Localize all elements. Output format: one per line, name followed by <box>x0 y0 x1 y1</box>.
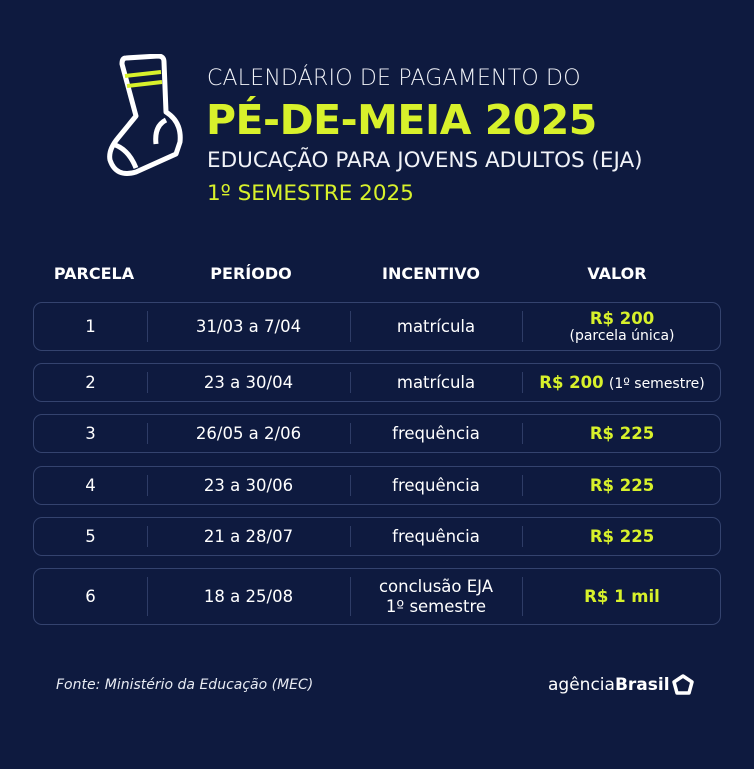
parcela: 2 <box>85 372 96 392</box>
divider <box>147 475 148 496</box>
incentivo: frequência <box>392 475 480 495</box>
table-row: 5 21 a 28/07 frequência R$ 225 <box>33 517 721 556</box>
header-valor: VALOR <box>587 264 647 283</box>
table-row: 4 23 a 30/06 frequência R$ 225 <box>33 466 721 505</box>
logo-text-bold: Brasil <box>614 675 670 695</box>
valor: R$ 225 <box>589 423 655 443</box>
periodo: 23 a 30/06 <box>203 475 294 495</box>
valor-note: (1º semestre) <box>608 375 705 392</box>
incentivo-line-2: 1º semestre <box>385 596 487 616</box>
incentivo: conclusão EJA <box>378 576 494 596</box>
header-parcela: PARCELA <box>53 264 135 283</box>
divider <box>522 372 523 393</box>
periodo: 31/03 a 7/04 <box>195 316 302 336</box>
divider <box>147 311 148 342</box>
parcela: 1 <box>85 316 96 336</box>
parcela: 4 <box>85 475 96 495</box>
periodo: 26/05 a 2/06 <box>195 423 302 443</box>
divider <box>350 577 351 616</box>
divider <box>147 526 148 547</box>
table-row: 2 23 a 30/04 matrícula R$ 200 (1º semest… <box>33 363 721 402</box>
logo-mark-icon <box>671 674 694 695</box>
table-row: 1 31/03 a 7/04 matrícula R$ 200 (parcela … <box>33 302 721 351</box>
divider <box>350 526 351 547</box>
divider <box>522 311 523 342</box>
divider <box>350 423 351 444</box>
page-title: PÉ-DE-MEIA 2025 <box>206 96 597 144</box>
title-line-1: CALENDÁRIO DE PAGAMENTO DO <box>207 66 581 91</box>
valor: R$ 1 mil <box>584 586 660 606</box>
valor: R$ 225 <box>589 526 655 546</box>
periodo: 23 a 30/04 <box>203 372 294 392</box>
logo-text-light: agência <box>548 675 615 695</box>
subtitle: EDUCAÇÃO PARA JOVENS ADULTOS (EJA) <box>207 148 643 173</box>
incentivo: matrícula <box>396 316 476 336</box>
source-note: Fonte: Ministério da Educação (MEC) <box>56 677 314 693</box>
table-row: 6 18 a 25/08 conclusão EJA 1º semestre R$… <box>33 568 721 625</box>
incentivo: matrícula <box>396 372 476 392</box>
agencia-brasil-logo: agência Brasil <box>548 674 694 696</box>
divider <box>350 311 351 342</box>
divider <box>147 423 148 444</box>
parcela: 3 <box>85 423 96 443</box>
parcela: 5 <box>85 526 96 546</box>
sock-icon <box>107 54 183 176</box>
header-periodo: PERÍODO <box>210 264 292 283</box>
valor: R$ 200 <box>539 372 604 392</box>
valor: R$ 225 <box>589 475 655 495</box>
divider <box>147 372 148 393</box>
divider <box>522 526 523 547</box>
divider <box>147 577 148 616</box>
semester-label: 1º SEMESTRE 2025 <box>207 181 414 206</box>
divider <box>522 475 523 496</box>
divider <box>522 423 523 444</box>
valor: R$ 200 <box>589 309 655 328</box>
header-incentivo: INCENTIVO <box>382 264 480 283</box>
divider <box>350 475 351 496</box>
valor-note: (parcela única) <box>569 328 675 344</box>
divider <box>350 372 351 393</box>
incentivo: frequência <box>392 526 480 546</box>
incentivo: frequência <box>392 423 480 443</box>
table-row: 3 26/05 a 2/06 frequência R$ 225 <box>33 414 721 453</box>
periodo: 21 a 28/07 <box>203 526 294 546</box>
divider <box>522 577 523 616</box>
parcela: 6 <box>85 586 96 606</box>
periodo: 18 a 25/08 <box>203 586 294 606</box>
